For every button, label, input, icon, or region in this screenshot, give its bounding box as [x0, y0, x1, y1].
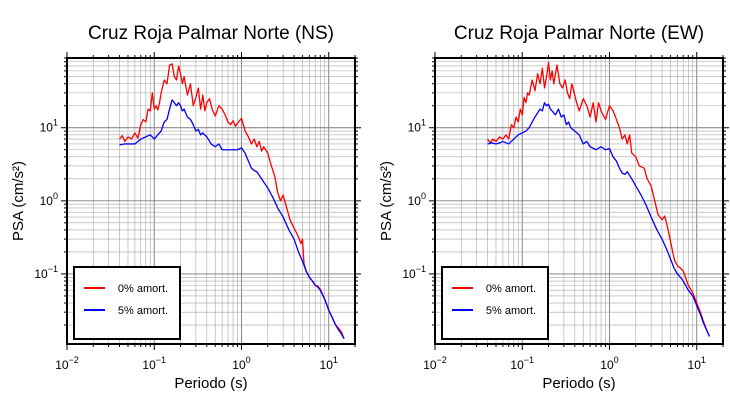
legend-label: 5% amort. [486, 305, 536, 317]
tick-marks [61, 52, 361, 350]
x-axis-label: Periodo (s) [174, 375, 247, 392]
x-tick-base: 10 [232, 358, 246, 372]
x-tick-label: 100 [600, 355, 618, 372]
series-line-damped [487, 102, 711, 337]
y-tick-label: 100 [408, 191, 426, 208]
x-tick-exponent: −2 [437, 355, 447, 365]
x-axis-label: Periodo (s) [542, 375, 615, 392]
x-tick-base: 10 [320, 358, 334, 372]
x-tick-base: 10 [423, 358, 437, 372]
y-tick-exponent: −1 [48, 264, 58, 274]
x-tick-exponent: 1 [333, 355, 338, 365]
x-tick-label: 10−2 [423, 355, 447, 372]
x-tick-exponent: 0 [246, 355, 251, 365]
y-tick-base: 10 [408, 121, 422, 135]
chart-title: Cruz Roja Palmar Norte (NS) [88, 23, 334, 44]
y-tick-label: 10−1 [34, 264, 58, 281]
y-tick-label: 101 [408, 118, 426, 135]
x-tick-exponent: 1 [701, 355, 706, 365]
series-group [487, 61, 711, 337]
x-tick-label: 101 [688, 355, 706, 372]
x-tick-label: 100 [232, 355, 250, 372]
x-tick-base: 10 [510, 358, 524, 372]
y-tick-exponent: −1 [416, 264, 426, 274]
chart-title: Cruz Roja Palmar Norte (EW) [454, 23, 704, 44]
y-tick-exponent: 1 [53, 118, 58, 128]
y-tick-exponent: 1 [421, 118, 426, 128]
x-tick-base: 10 [688, 358, 702, 372]
x-tick-base: 10 [55, 358, 69, 372]
y-tick-exponent: 0 [421, 191, 426, 201]
y-tick-label: 101 [40, 118, 58, 135]
legend-label: 5% amort. [118, 305, 168, 317]
y-tick-base: 10 [408, 194, 422, 208]
y-axis-label: PSA (cm/s²) [378, 161, 395, 241]
y-tick-base: 10 [40, 194, 54, 208]
x-tick-exponent: −2 [69, 355, 79, 365]
x-tick-label: 10−2 [55, 355, 79, 372]
y-tick-base: 10 [402, 267, 416, 281]
legend-box [73, 266, 181, 340]
x-tick-exponent: −1 [156, 355, 166, 365]
y-tick-base: 10 [40, 121, 54, 135]
x-tick-label: 101 [320, 355, 338, 372]
legend-label: 0% amort. [486, 283, 536, 295]
legend: 0% amort. 5% amort. [73, 266, 181, 340]
series-line-undamped [487, 61, 711, 337]
y-tick-label: 10−1 [402, 264, 426, 281]
x-tick-exponent: 0 [614, 355, 619, 365]
y-tick-label: 100 [40, 191, 58, 208]
legend-label: 0% amort. [118, 283, 168, 295]
series-line-damped [119, 99, 345, 340]
x-tick-base: 10 [600, 358, 614, 372]
x-tick-label: 10−1 [510, 355, 534, 372]
y-tick-exponent: 0 [53, 191, 58, 201]
legend-box [441, 266, 549, 340]
x-tick-exponent: −1 [524, 355, 534, 365]
series-group [119, 63, 345, 340]
x-tick-label: 10−1 [142, 355, 166, 372]
tick-marks [429, 52, 729, 350]
y-tick-base: 10 [34, 267, 48, 281]
x-tick-base: 10 [142, 358, 156, 372]
series-line-undamped [119, 63, 345, 339]
legend: 0% amort. 5% amort. [441, 266, 549, 340]
y-axis-label: PSA (cm/s²) [10, 161, 27, 241]
